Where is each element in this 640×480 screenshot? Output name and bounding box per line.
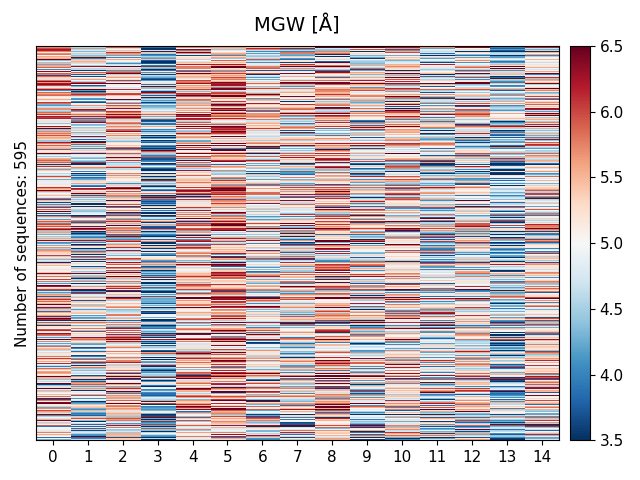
Y-axis label: Number of sequences: 595: Number of sequences: 595 bbox=[15, 140, 30, 347]
Title: MGW [Å]: MGW [Å] bbox=[255, 15, 340, 36]
